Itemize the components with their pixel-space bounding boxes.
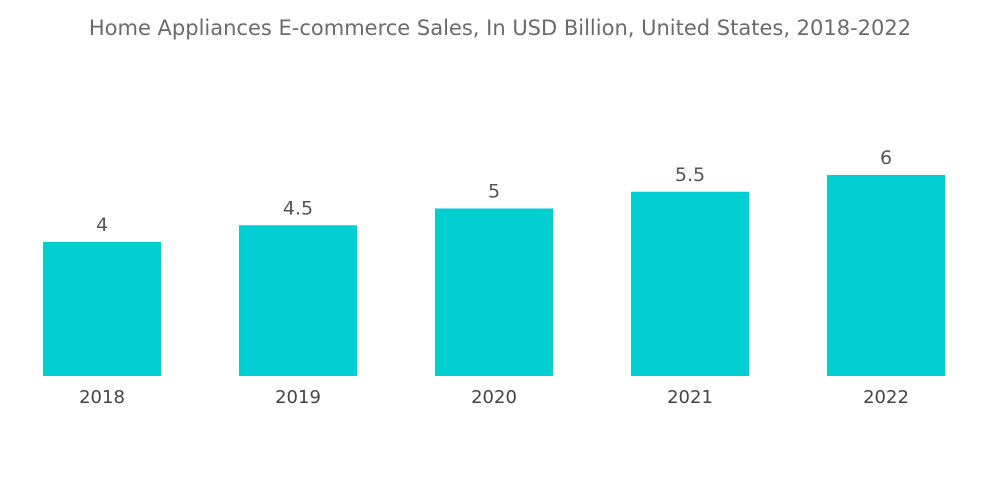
chart-title: Home Appliances E-commerce Sales, In USD… <box>88 16 912 40</box>
value-labels-group: 4 4.5 5 5.5 6 <box>96 147 892 236</box>
value-label-2018: 4 <box>96 214 108 236</box>
x-tick-label-2020: 2020 <box>471 387 517 408</box>
x-tick-label-2019: 2019 <box>275 387 321 408</box>
bar-2020 <box>435 208 553 376</box>
x-tick-label-2022: 2022 <box>863 387 909 408</box>
value-label-2021: 5.5 <box>675 164 705 186</box>
bar-2018 <box>43 242 161 376</box>
x-tick-label-2021: 2021 <box>667 387 713 408</box>
x-tick-label-2018: 2018 <box>79 387 125 408</box>
x-tick-labels-group: 2018 2019 2020 2021 2022 <box>79 387 909 408</box>
value-label-2020: 5 <box>488 181 500 203</box>
bar-2019 <box>239 225 357 376</box>
bar-2021 <box>631 191 749 376</box>
value-label-2022: 6 <box>880 147 892 169</box>
value-label-2019: 4.5 <box>283 197 313 219</box>
bar-2022 <box>827 175 945 376</box>
bars-group <box>43 175 945 376</box>
